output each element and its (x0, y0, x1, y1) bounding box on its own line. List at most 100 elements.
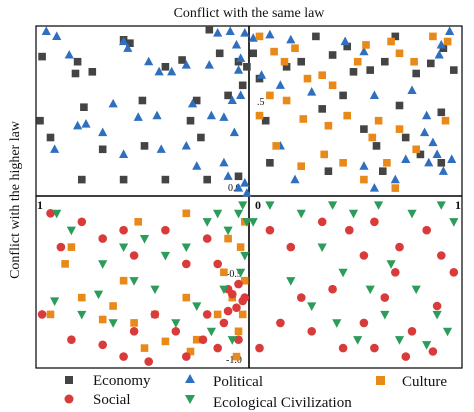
point-social-32 (286, 242, 296, 252)
point-ecological-civilization-42 (286, 277, 296, 286)
point-social-3 (98, 234, 107, 243)
chart-title: Conflict with the same law (174, 6, 326, 21)
point-political-17 (225, 26, 235, 35)
point-economy-43 (261, 116, 270, 125)
point-economy-32 (312, 32, 320, 41)
point-social-9 (213, 259, 222, 269)
point-economy-44 (318, 105, 326, 113)
point-ecological-civilization-34 (449, 218, 459, 227)
point-ecological-civilization-15 (219, 285, 229, 295)
point-social-21 (129, 327, 139, 336)
point-social-47 (276, 318, 285, 328)
point-ecological-civilization-36 (338, 268, 348, 278)
point-ecological-civilization-19 (77, 310, 87, 320)
y-tick-label-zero: 0.0 (228, 183, 241, 194)
point-culture-57 (232, 352, 241, 361)
point-economy-15 (205, 25, 214, 34)
point-social-19 (171, 327, 181, 336)
point-ecological-civilization-12 (242, 218, 252, 227)
point-political-56 (447, 154, 457, 164)
point-economy-6 (80, 103, 88, 111)
point-social-51 (428, 347, 438, 356)
point-political-39 (265, 29, 275, 39)
point-political-4 (123, 43, 133, 52)
point-culture-3 (291, 44, 299, 52)
point-social-41 (432, 301, 442, 311)
point-culture-12 (353, 57, 362, 66)
point-economy-0 (38, 52, 46, 61)
point-political-52 (419, 127, 430, 137)
point-social-26 (182, 352, 191, 361)
point-ecological-civilization-18 (108, 319, 118, 328)
point-political-34 (133, 112, 143, 121)
point-ecological-civilization-26 (248, 218, 258, 227)
legend-marker-political (185, 374, 195, 383)
point-political-15 (236, 53, 246, 62)
point-social-43 (380, 293, 390, 302)
point-economy-23 (119, 175, 128, 184)
point-culture-36 (182, 293, 191, 302)
point-political-30 (240, 178, 250, 187)
point-ecological-civilization-30 (348, 209, 359, 219)
point-social-37 (395, 242, 404, 252)
point-political-38 (248, 33, 258, 42)
point-political-19 (240, 28, 250, 37)
point-culture-9 (299, 115, 308, 123)
point-culture-56 (186, 347, 195, 356)
point-political-7 (167, 66, 177, 76)
point-economy-39 (412, 69, 420, 78)
point-ecological-civilization-20 (50, 297, 60, 306)
point-culture-40 (78, 293, 86, 302)
point-economy-10 (192, 96, 201, 105)
point-social-49 (370, 343, 379, 353)
point-political-42 (275, 80, 285, 89)
point-social-15 (232, 303, 241, 313)
point-ecological-civilization-39 (411, 285, 421, 295)
legend-label-political: Political (213, 374, 263, 390)
data-points (36, 25, 459, 366)
point-political-58 (390, 174, 400, 184)
point-culture-32 (224, 234, 232, 243)
point-economy-5 (88, 68, 97, 76)
point-social-54 (391, 268, 400, 277)
point-culture-11 (343, 111, 351, 120)
point-culture-33 (220, 268, 228, 277)
point-political-2 (64, 49, 74, 59)
point-culture-44 (140, 344, 149, 352)
point-ecological-civilization-8 (213, 209, 223, 219)
point-ecological-civilization-37 (365, 285, 375, 295)
point-economy-37 (381, 57, 389, 66)
point-political-46 (369, 90, 379, 99)
point-culture-53 (119, 276, 128, 285)
point-economy-52 (379, 167, 387, 175)
point-economy-34 (343, 42, 351, 51)
point-ecological-civilization-43 (307, 302, 317, 312)
point-political-63 (428, 137, 438, 147)
point-culture-13 (362, 41, 370, 49)
point-social-2 (77, 217, 87, 227)
point-political-11 (206, 110, 216, 120)
point-political-47 (407, 85, 417, 94)
point-culture-7 (282, 96, 291, 105)
point-social-53 (297, 293, 306, 302)
point-ecological-civilization-17 (150, 285, 160, 295)
point-culture-51 (134, 218, 142, 226)
point-economy-21 (46, 133, 55, 142)
point-social-5 (129, 251, 139, 260)
point-social-27 (213, 343, 222, 353)
legend-item-ecological: Ecological Civilization (185, 395, 352, 411)
point-social-0 (46, 209, 55, 218)
point-ecological-civilization-44 (332, 319, 342, 328)
legend-item-political: Political (185, 374, 263, 390)
point-political-32 (229, 127, 239, 137)
point-social-36 (370, 217, 379, 227)
point-social-46 (307, 327, 317, 336)
point-political-9 (204, 60, 214, 69)
point-culture-10 (324, 121, 333, 130)
point-political-36 (108, 98, 118, 108)
point-culture-49 (241, 276, 249, 285)
point-culture-19 (374, 116, 383, 125)
point-political-25 (181, 140, 191, 150)
point-economy-7 (138, 96, 147, 105)
